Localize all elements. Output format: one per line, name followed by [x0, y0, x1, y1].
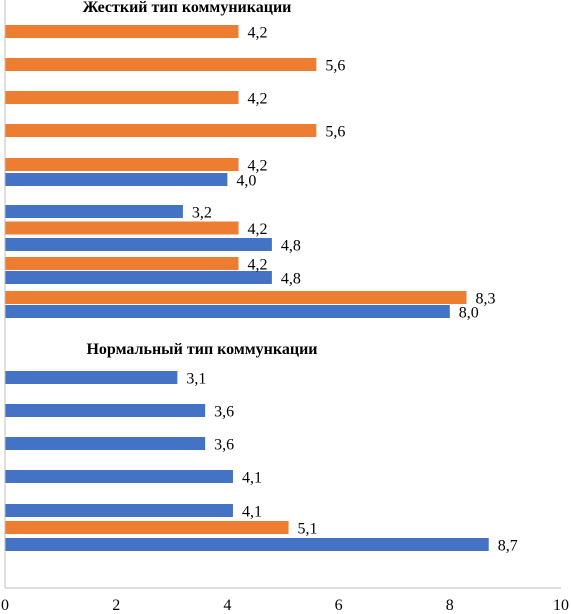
- bar-blue: [5, 238, 272, 251]
- bar-blue: [5, 271, 272, 284]
- data-label: 4,1: [242, 470, 262, 487]
- bar-blue: [5, 305, 450, 318]
- titles-layer: Жесткий тип коммуникации Нормальный тип к…: [83, 0, 318, 358]
- data-label: 8,7: [498, 538, 518, 555]
- bar-blue: [5, 538, 489, 551]
- bar-blue: [5, 371, 178, 384]
- x-tick-labels: 0 2 4 6 8 10: [1, 597, 569, 614]
- data-label: 3,6: [214, 404, 234, 421]
- bar-blue: [5, 470, 233, 483]
- data-label: 5,6: [325, 124, 345, 141]
- bar-blue: [5, 437, 206, 450]
- x-tick-label: 4: [223, 597, 231, 614]
- data-label: 4,1: [242, 504, 262, 521]
- data-label: 3,6: [214, 437, 234, 454]
- bar-blue: [5, 404, 206, 417]
- x-tick-label: 0: [1, 597, 9, 614]
- bars-layer: [5, 25, 489, 551]
- data-label: 4,2: [248, 91, 268, 108]
- x-tick-label: 2: [112, 597, 120, 614]
- data-label: 4,8: [281, 271, 301, 288]
- bar-orange: [5, 124, 317, 137]
- bar-orange: [5, 58, 317, 71]
- x-tick-label: 8: [446, 597, 454, 614]
- data-label: 4,2: [248, 158, 268, 175]
- data-label: 3,1: [186, 371, 206, 388]
- section-title: Жесткий тип коммуникации: [83, 0, 292, 16]
- bar-orange: [5, 521, 289, 534]
- bar-orange: [5, 158, 239, 171]
- labels-layer: 4,25,64,25,64,24,03,24,24,84,24,88,38,03…: [186, 25, 517, 555]
- bar-blue: [5, 173, 228, 186]
- bar-orange: [5, 91, 239, 104]
- data-label: 4,2: [248, 257, 268, 274]
- data-label: 5,6: [325, 58, 345, 75]
- x-tick-label: 10: [553, 597, 569, 614]
- bar-orange: [5, 221, 239, 235]
- bar-orange: [5, 291, 467, 304]
- bar-blue: [5, 205, 183, 218]
- data-label: 3,2: [192, 205, 212, 222]
- data-label: 4,0: [236, 173, 256, 190]
- section-title: Нормальный тип коммункации: [86, 341, 317, 358]
- x-tick-label: 6: [335, 597, 343, 614]
- data-label: 4,2: [248, 221, 268, 238]
- data-label: 8,3: [475, 291, 495, 308]
- bar-orange: [5, 257, 239, 270]
- data-label: 4,8: [281, 238, 301, 255]
- bar-blue: [5, 504, 233, 517]
- data-label: 5,1: [298, 521, 318, 538]
- bar-orange: [5, 25, 239, 38]
- data-label: 4,2: [248, 25, 268, 42]
- data-label: 8,0: [459, 305, 479, 322]
